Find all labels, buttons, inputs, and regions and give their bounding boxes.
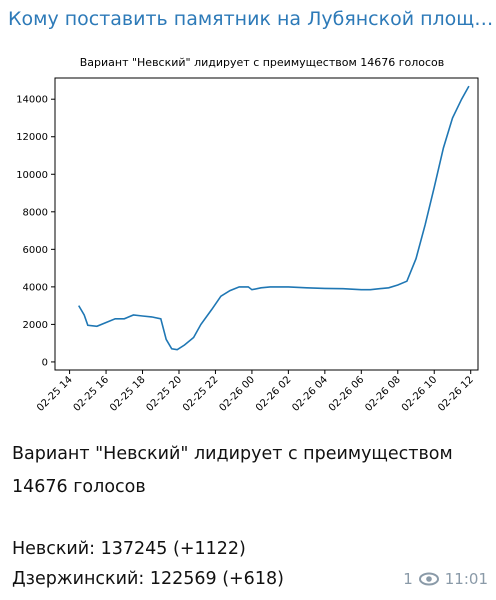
y-tick-label: 12000	[16, 132, 48, 143]
x-tick-label: 02-25 16	[72, 374, 112, 414]
x-tick-label: 02-25 18	[108, 374, 148, 414]
y-tick-label: 10000	[16, 170, 48, 181]
y-tick-label: 0	[42, 357, 48, 368]
message-line: Дзержинский: 122569 (+618)	[12, 569, 284, 589]
chart: Вариант "Невский" лидирует с преимуществ…	[16, 56, 479, 414]
y-tick-label: 4000	[23, 282, 48, 293]
x-tick-label: 02-26 06	[327, 374, 367, 414]
message-line: Невский: 137245 (+1122)	[12, 539, 246, 559]
message-footer: 1 11:01	[403, 570, 488, 588]
y-tick-label: 2000	[23, 320, 48, 331]
y-tick-label: 14000	[16, 95, 48, 106]
time: 11:01	[444, 570, 488, 588]
x-tick-label: 02-26 08	[363, 374, 403, 414]
chart-title: Вариант "Невский" лидирует с преимуществ…	[80, 56, 445, 69]
message-text: Вариант "Невский" лидирует с преимуществ…	[12, 444, 453, 497]
x-tick-label: 02-26 00	[217, 374, 257, 414]
plot-frame	[54, 77, 479, 371]
x-tick-label: 02-25 22	[181, 374, 221, 414]
x-tick-label: 02-26 02	[254, 374, 294, 414]
x-tick-label: 02-26 04	[290, 374, 330, 414]
line-series	[78, 85, 470, 351]
x-tick-label: 02-25 14	[35, 374, 75, 414]
y-tick-label: 6000	[23, 245, 48, 256]
eye-icon	[418, 572, 439, 586]
x-tick-label: 02-26 12	[436, 374, 476, 414]
channel-title[interactable]: Кому поставить памятник на Лубянской пло…	[8, 8, 494, 30]
x-tick-label: 02-26 10	[400, 374, 440, 414]
view-count: 1	[403, 570, 413, 588]
x-tick-label: 02-25 20	[145, 374, 185, 414]
y-tick-label: 8000	[23, 207, 48, 218]
